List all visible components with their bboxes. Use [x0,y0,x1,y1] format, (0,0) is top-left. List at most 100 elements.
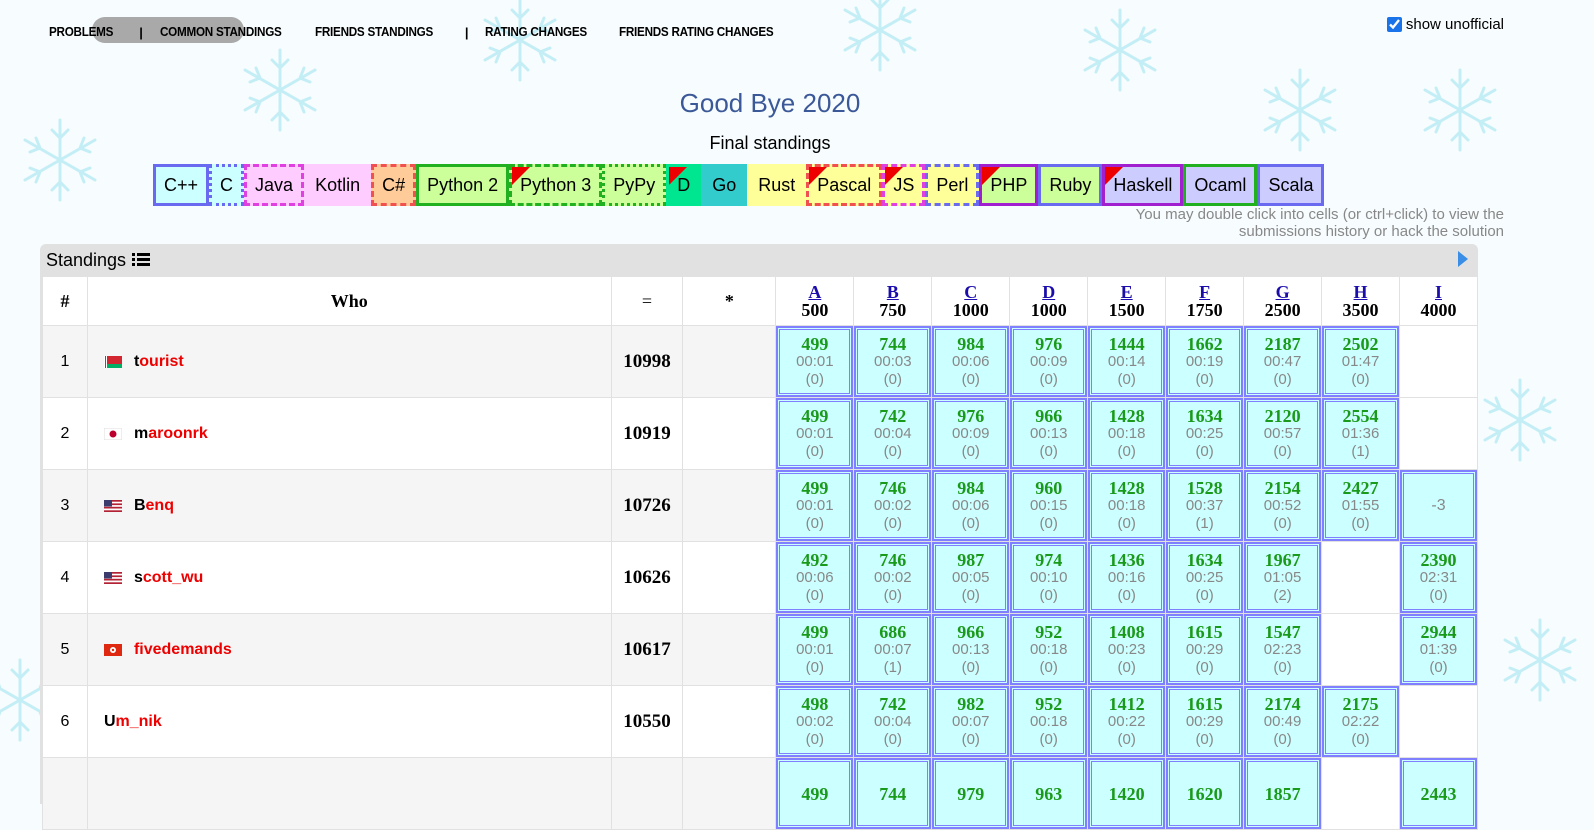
nav-common-standings[interactable]: COMMON STANDINGS [159,24,282,39]
submission-time: 00:18 [1029,640,1068,658]
problem-cell-empty[interactable] [1321,613,1400,686]
problem-max-score: 1000 [952,300,989,320]
problem-max-score: 1750 [1186,300,1223,320]
submission-time: 00:18 [1029,712,1068,730]
problem-cell-accepted[interactable]: 686 00:07 (1) [853,613,933,686]
nav-rating-changes[interactable]: RATING CHANGES [485,24,588,39]
problem-cell-accepted[interactable]: 499 00:01 (0) [775,325,855,398]
problem-cell-accepted[interactable]: 2187 00:47 (0) [1243,325,1323,398]
problem-cell-accepted[interactable]: 1615 00:29 (0) [1165,685,1245,758]
problem-link-e[interactable]: E [1120,282,1133,302]
problem-cell-accepted[interactable]: 1436 00:16 (0) [1087,541,1167,614]
problem-header-e: E 1500 [1087,276,1167,326]
problem-cell-empty[interactable] [1399,397,1478,470]
problem-cell-accepted[interactable]: 492 00:06 (0) [775,541,855,614]
problem-link-d[interactable]: D [1042,282,1056,302]
problem-cell-accepted[interactable]: 499 [775,757,855,830]
problem-cell-accepted[interactable]: 963 [1009,757,1089,830]
problem-cell-accepted[interactable]: 2390 02:31 (0) [1399,541,1478,614]
problem-cell-accepted[interactable]: 952 00:18 (0) [1009,685,1089,758]
submission-time: 00:13 [951,640,990,658]
problem-cell-accepted[interactable]: 1634 00:25 (0) [1165,541,1245,614]
problem-cell-empty[interactable] [1321,541,1400,614]
problem-cell-accepted[interactable]: 984 00:06 (0) [931,325,1011,398]
problem-cell-accepted[interactable]: 987 00:05 (0) [931,541,1011,614]
problem-link-b[interactable]: B [886,282,899,302]
participant-handle-link[interactable]: fivedemands [134,641,232,658]
problem-cell-accepted[interactable]: 966 00:13 (0) [931,613,1011,686]
problem-cell-accepted[interactable]: 744 00:03 (0) [853,325,933,398]
problem-cell-accepted[interactable]: 976 00:09 (0) [931,397,1011,470]
problem-cell-rejected[interactable]: -3 [1399,469,1478,542]
attempt-count: (0) [961,442,980,460]
show-unofficial-checkbox[interactable] [1386,17,1402,32]
problem-cell-accepted[interactable]: 1420 [1087,757,1167,830]
submission-time: 00:05 [951,568,990,586]
problem-cell-accepted[interactable]: 952 00:18 (0) [1009,613,1089,686]
problem-cell-accepted[interactable]: 499 00:01 (0) [775,613,855,686]
problem-cell-accepted[interactable]: 2175 02:22 (0) [1321,685,1400,758]
problem-cell-accepted[interactable]: 2427 01:55 (0) [1321,469,1400,542]
play-triangle-icon[interactable] [1458,251,1468,267]
problem-cell-accepted[interactable]: 984 00:06 (0) [931,469,1011,542]
nav-problems[interactable]: PROBLEMS [49,24,114,39]
problem-cell-accepted[interactable]: 1408 00:23 (0) [1087,613,1167,686]
problem-link-g[interactable]: G [1275,282,1290,302]
problem-cell-empty[interactable] [1399,325,1478,398]
problem-cell-accepted[interactable]: 742 00:04 (0) [853,397,933,470]
problem-header-h: H 3500 [1321,276,1400,326]
problem-cell-accepted[interactable]: 976 00:09 (0) [1009,325,1089,398]
problem-cell-accepted[interactable]: 979 [931,757,1011,830]
problem-link-a[interactable]: A [808,282,822,302]
participant-handle-link[interactable]: maroonrk [134,425,208,442]
problem-link-i[interactable]: I [1434,282,1442,302]
problem-cell-accepted[interactable]: 499 00:01 (0) [775,469,855,542]
problem-cell-accepted[interactable]: 499 00:01 (0) [775,397,855,470]
problem-cell-empty[interactable] [1321,757,1400,830]
problem-cell-accepted[interactable]: 1547 02:23 (0) [1243,613,1323,686]
problem-cell-accepted[interactable]: 1528 00:37 (1) [1165,469,1245,542]
problem-cell-accepted[interactable]: 1620 [1165,757,1245,830]
problem-cell-accepted[interactable]: 1857 [1243,757,1323,830]
problem-cell-accepted[interactable]: 742 00:04 (0) [853,685,933,758]
participant-handle-link[interactable]: Benq [134,497,174,514]
problem-cell-accepted[interactable]: 1412 00:22 (0) [1087,685,1167,758]
problem-cell-accepted[interactable]: 2174 00:49 (0) [1243,685,1323,758]
problem-cell-accepted[interactable]: 1967 01:05 (2) [1243,541,1323,614]
problem-link-h[interactable]: H [1353,282,1368,302]
problem-cell-accepted[interactable]: 746 00:02 (0) [853,469,933,542]
handle-rest: fivedemands [133,640,232,658]
problem-cell-accepted[interactable]: 1428 00:18 (0) [1087,397,1167,470]
language-flag-icon [809,167,828,185]
problem-cell-accepted[interactable]: 1662 00:19 (0) [1165,325,1245,398]
problem-cell-empty[interactable] [1399,685,1478,758]
problem-cell-accepted[interactable]: 744 [853,757,933,830]
problem-cell-accepted[interactable]: 966 00:13 (0) [1009,397,1089,470]
nav-friends-standings[interactable]: FRIENDS STANDINGS [314,24,433,39]
problem-cell-accepted[interactable]: 1444 00:14 (0) [1087,325,1167,398]
problem-cell-accepted[interactable]: 1428 00:18 (0) [1087,469,1167,542]
attempt-count: (0) [805,370,825,388]
problem-cell-accepted[interactable]: 1634 00:25 (0) [1165,397,1245,470]
participant-handle-link[interactable]: tourist [134,353,184,370]
problem-cell-accepted[interactable]: 1615 00:29 (0) [1165,613,1245,686]
problem-cell-accepted[interactable]: 2502 01:47 (0) [1321,325,1400,398]
problem-cell-accepted[interactable]: 2944 01:39 (0) [1399,613,1478,686]
problem-cell-accepted[interactable]: 2443 [1399,757,1478,830]
list-icon[interactable] [132,253,151,267]
participant-handle-link[interactable]: Um_nik [104,713,162,730]
problem-cell-accepted[interactable]: 498 00:02 (0) [775,685,855,758]
attempt-count: (0) [1039,442,1058,460]
problem-cell-accepted[interactable]: 974 00:10 (0) [1009,541,1089,614]
problem-cell-accepted[interactable]: 2154 00:52 (0) [1243,469,1323,542]
problem-link-f[interactable]: F [1199,282,1211,302]
show-unofficial-toggle[interactable]: show unofficial [1386,16,1504,33]
problem-cell-accepted[interactable]: 2120 00:57 (0) [1243,397,1323,470]
problem-cell-accepted[interactable]: 746 00:02 (0) [853,541,933,614]
participant-handle-link[interactable]: scott_wu [134,569,203,586]
nav-friends-rating-changes[interactable]: FRIENDS RATING CHANGES [618,24,774,39]
problem-link-c[interactable]: C [964,282,978,302]
problem-cell-accepted[interactable]: 960 00:15 (0) [1009,469,1089,542]
problem-cell-accepted[interactable]: 982 00:07 (0) [931,685,1011,758]
problem-cell-accepted[interactable]: 2554 01:36 (1) [1321,397,1400,470]
